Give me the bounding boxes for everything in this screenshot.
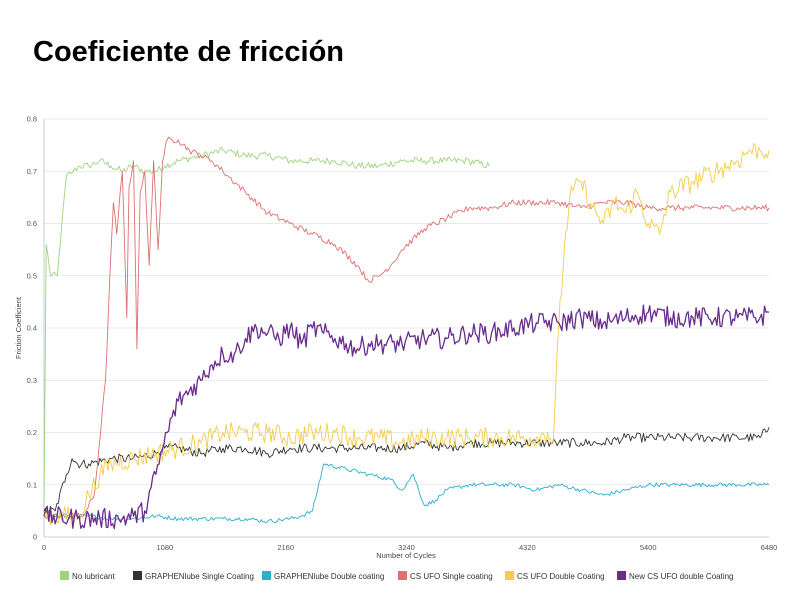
- legend-label: GRAPHENlube Single Coating: [145, 572, 254, 581]
- y-axis-title: Friction Coefficient: [14, 296, 23, 359]
- x-tick-label: 2160: [277, 543, 294, 552]
- legend-swatch: [133, 571, 142, 580]
- x-tick-label: 5400: [640, 543, 657, 552]
- y-tick-label: 0.5: [27, 271, 37, 280]
- y-tick-label: 0.1: [27, 480, 37, 489]
- y-tick-label: 0.4: [27, 324, 37, 333]
- legend-label: CS UFO Double Coating: [517, 572, 605, 581]
- x-tick-labels: 0 1080 2160 3240 4320 5400 6480: [42, 543, 777, 552]
- legend-swatch: [60, 571, 69, 580]
- y-tick-label: 0.3: [27, 376, 37, 385]
- y-tick-label: 0.8: [27, 115, 37, 124]
- legend-swatch: [398, 571, 407, 580]
- chart-grid: [44, 118, 769, 486]
- x-tick-label: 1080: [156, 543, 173, 552]
- series-line-6: [43, 304, 770, 530]
- legend-label: CS UFO Single coating: [410, 572, 493, 581]
- y-tick-label: 0.6: [27, 219, 37, 228]
- series-line-4: [43, 136, 770, 520]
- series-line-3: [43, 463, 770, 524]
- x-axis-title: Number of Cycles: [376, 551, 436, 560]
- legend-swatch: [617, 571, 626, 580]
- series-layer: [43, 136, 770, 530]
- slide-title: Coeficiente de fricción: [33, 36, 345, 68]
- series-line-2: [43, 427, 770, 514]
- y-tick-label: 0.2: [27, 428, 37, 437]
- y-tick-label: 0.7: [27, 167, 37, 176]
- series-line-1: [43, 146, 490, 511]
- x-tick-label: 3240: [398, 543, 415, 552]
- y-tick-label: 0: [33, 533, 37, 542]
- legend-swatch: [262, 571, 271, 580]
- y-tick-labels: 0 0.1 0.2 0.3 0.4 0.5 0.6 0.7 0.8: [27, 115, 37, 542]
- x-tick-label: 6480: [761, 543, 778, 552]
- x-tick-label: 4320: [519, 543, 536, 552]
- series-line-5: [43, 142, 770, 526]
- chart-legend: No lubricant GRAPHENlube Single Coating GR…: [60, 571, 734, 581]
- x-tick-label: 0: [42, 543, 46, 552]
- legend-swatch: [505, 571, 514, 580]
- legend-label: New CS UFO double Coating: [629, 572, 734, 581]
- legend-label: No lubricant: [72, 572, 115, 581]
- legend-label: GRAPHENlube Double coating: [274, 572, 384, 581]
